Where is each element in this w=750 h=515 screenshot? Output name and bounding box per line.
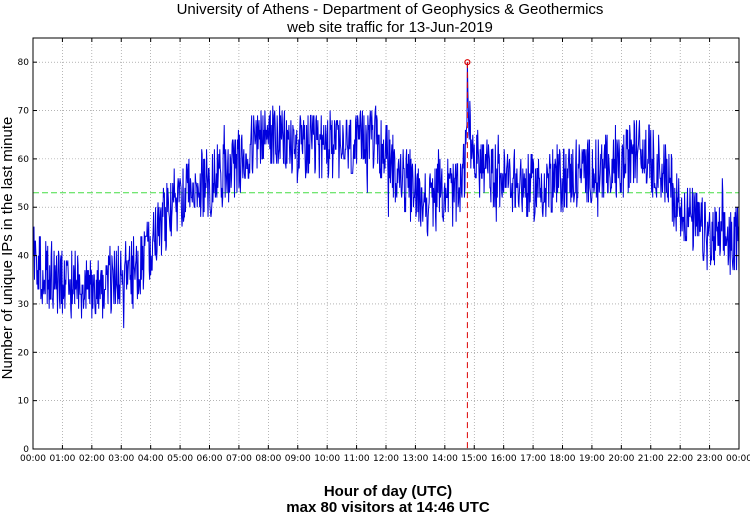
x-tick-label: 11:00 [344, 454, 370, 464]
chart-title: University of Athens - Department of Geo… [177, 1, 604, 18]
x-tick-label: 18:00 [550, 454, 576, 464]
x-tick-label: 07:00 [226, 454, 252, 464]
x-tick-label: 00:00 [20, 454, 46, 464]
y-tick-label: 80 [18, 58, 30, 68]
x-tick-label: 05:00 [167, 454, 193, 464]
x-tick-label: 10:00 [314, 454, 340, 464]
x-tick-label: 19:00 [579, 454, 605, 464]
y-tick-label: 60 [18, 155, 30, 165]
y-tick-label: 30 [18, 300, 30, 310]
y-tick-label: 20 [18, 348, 30, 358]
max-marker-point [464, 59, 471, 66]
y-tick-label: 40 [18, 252, 30, 262]
x-tick-label: 23:00 [697, 454, 723, 464]
x-tick-label: 21:00 [638, 454, 664, 464]
x-tick-label: 20:00 [608, 454, 634, 464]
y-axis-ticks: 0 10 20 30 40 50 60 70 80 [18, 58, 739, 455]
y-tick-label: 0 [23, 445, 29, 455]
x-tick-label: 22:00 [667, 454, 693, 464]
x-tick-label: 03:00 [108, 454, 134, 464]
x-tick-label: 14:00 [432, 454, 458, 464]
y-axis-label: Number of unique IPs in the last minute [0, 117, 16, 380]
x-tick-label: 15:00 [461, 454, 487, 464]
max-visitors-note: max 80 visitors at 14:46 UTC [286, 499, 490, 515]
x-tick-label: 09:00 [285, 454, 311, 464]
x-tick-label: 04:00 [138, 454, 164, 464]
y-tick-label: 70 [18, 107, 30, 117]
x-tick-label: 06:00 [197, 454, 223, 464]
plot-frame [32, 37, 740, 450]
x-tick-label: 02:00 [79, 454, 105, 464]
x-axis-label: Hour of day (UTC) [324, 483, 452, 500]
x-tick-label: 13:00 [402, 454, 428, 464]
x-tick-label: 12:00 [373, 454, 399, 464]
x-tick-label: 00:00 [726, 454, 750, 464]
y-tick-label: 10 [18, 397, 30, 407]
x-tick-label: 08:00 [255, 454, 281, 464]
x-tick-label: 01:00 [49, 454, 75, 464]
y-tick-label: 50 [18, 203, 30, 213]
x-tick-label: 16:00 [491, 454, 517, 464]
x-axis-ticks: 00:00 01:00 02:00 03:00 04:00 05:00 06:00 07:00… [20, 38, 750, 464]
x-tick-label: 17:00 [520, 454, 546, 464]
series-line-visitors [32, 62, 740, 329]
grid-lines [33, 38, 739, 449]
chart-subtitle: web site traffic for 13-Jun-2019 [286, 19, 493, 36]
